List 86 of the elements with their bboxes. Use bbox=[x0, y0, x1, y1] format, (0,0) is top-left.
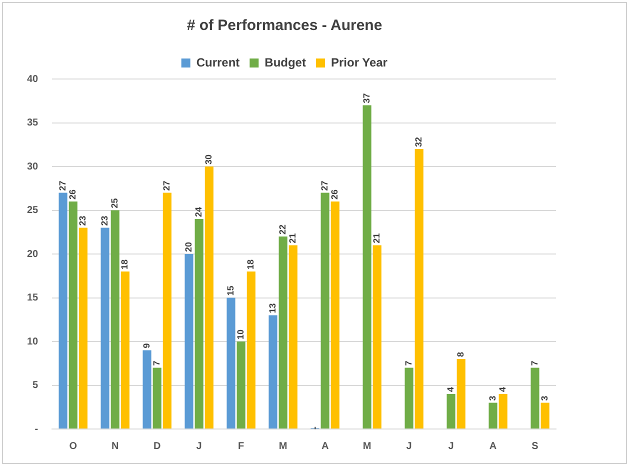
data-label: 27 bbox=[162, 180, 172, 191]
y-tick-label: 25 bbox=[27, 205, 39, 216]
data-label: 21 bbox=[372, 233, 382, 244]
bar bbox=[120, 272, 130, 428]
x-tick-label: A bbox=[321, 440, 329, 452]
y-tick-label: 5 bbox=[32, 380, 39, 391]
bar bbox=[456, 359, 466, 428]
legend-label: Current bbox=[196, 55, 240, 70]
data-label: 13 bbox=[267, 303, 278, 314]
bar bbox=[68, 202, 78, 428]
data-label: 15 bbox=[225, 286, 236, 296]
data-label: 23 bbox=[78, 216, 88, 226]
bar bbox=[204, 166, 214, 428]
data-label: 9 bbox=[142, 343, 152, 348]
data-label: 23 bbox=[100, 216, 110, 226]
x-tick-label: J bbox=[406, 440, 412, 452]
bar bbox=[278, 236, 288, 428]
bar bbox=[58, 192, 68, 428]
x-tick-label: M bbox=[362, 440, 372, 452]
bar bbox=[414, 149, 424, 428]
x-tick-label: A bbox=[489, 440, 497, 452]
data-label: 32 bbox=[414, 136, 424, 147]
bar bbox=[194, 219, 204, 428]
data-label: 27 bbox=[320, 180, 330, 191]
y-tick-label: 30 bbox=[27, 161, 39, 172]
y-tick-label: 35 bbox=[27, 118, 39, 128]
data-label: 22 bbox=[278, 224, 288, 234]
bar bbox=[404, 368, 414, 428]
bar bbox=[236, 342, 246, 428]
bar bbox=[246, 272, 256, 428]
data-label: 7 bbox=[529, 360, 540, 366]
bar bbox=[530, 368, 540, 428]
data-label: 25 bbox=[110, 198, 120, 208]
data-label: 18 bbox=[120, 259, 130, 270]
data-label: 26 bbox=[330, 189, 340, 200]
legend-label: Budget bbox=[264, 55, 306, 70]
data-label: 24 bbox=[194, 206, 204, 217]
bar bbox=[320, 192, 330, 428]
data-label: 7 bbox=[152, 360, 162, 366]
bar bbox=[152, 368, 162, 428]
x-tick-label: J bbox=[448, 440, 454, 452]
bar bbox=[372, 245, 382, 428]
bar bbox=[268, 315, 278, 428]
data-label: 37 bbox=[362, 93, 372, 104]
bar bbox=[288, 245, 298, 428]
data-label: 18 bbox=[246, 259, 256, 270]
bar bbox=[446, 394, 456, 428]
data-label: 4 bbox=[498, 386, 508, 392]
x-tick-label: M bbox=[278, 440, 288, 452]
chart-title: # of Performances - Aurene bbox=[186, 17, 382, 34]
y-tick-label: - bbox=[34, 424, 38, 435]
x-tick-label: F bbox=[238, 440, 244, 452]
bar bbox=[488, 402, 498, 428]
data-label: 10 bbox=[236, 329, 246, 340]
bar bbox=[330, 202, 340, 428]
data-label: 27 bbox=[58, 180, 68, 191]
bar bbox=[78, 228, 88, 428]
bar bbox=[362, 105, 372, 428]
data-label: 20 bbox=[183, 242, 194, 252]
x-tick-label: J bbox=[196, 440, 202, 452]
legend-label: Prior Year bbox=[330, 55, 388, 70]
data-label: 21 bbox=[288, 233, 298, 244]
bar bbox=[184, 254, 194, 428]
y-tick-label: 15 bbox=[27, 292, 39, 304]
data-label: 8 bbox=[456, 352, 466, 357]
bar bbox=[142, 350, 152, 428]
x-tick-label: S bbox=[532, 440, 539, 452]
y-tick-label: 40 bbox=[27, 74, 39, 85]
bar bbox=[100, 228, 110, 428]
data-label: 7 bbox=[404, 360, 414, 366]
x-tick-label: N bbox=[111, 440, 119, 452]
bar bbox=[226, 298, 236, 428]
data-label: 30 bbox=[204, 154, 214, 164]
y-tick-label: 20 bbox=[27, 248, 39, 260]
bar bbox=[498, 394, 508, 428]
data-label: - bbox=[309, 426, 320, 430]
x-tick-label: O bbox=[69, 440, 78, 452]
x-tick-label: D bbox=[153, 440, 161, 452]
bar bbox=[110, 210, 120, 428]
data-label: 3 bbox=[540, 396, 550, 401]
y-tick-label: 10 bbox=[27, 336, 39, 348]
bar bbox=[162, 192, 172, 428]
bar bbox=[540, 402, 550, 428]
data-label: 4 bbox=[446, 386, 456, 392]
data-label: 3 bbox=[488, 396, 498, 401]
data-label: 26 bbox=[68, 189, 78, 200]
